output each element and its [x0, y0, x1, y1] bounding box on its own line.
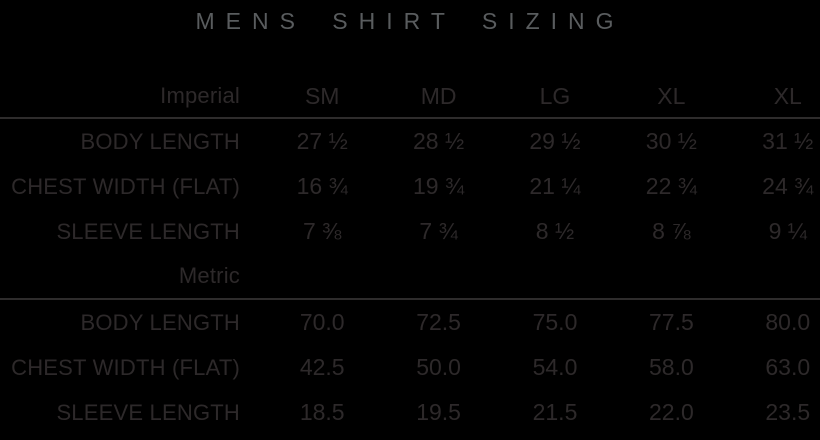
cell-value: 63.0: [765, 354, 811, 380]
cell-value: 75.0: [532, 309, 578, 335]
cell-value: 70.0: [299, 309, 345, 335]
cell-value: 42.5: [299, 354, 345, 380]
cell-value: 21 ¼: [529, 173, 581, 199]
metric-header-row: Metric: [0, 254, 820, 300]
cell-value: 16 ¾: [296, 173, 348, 199]
size-column-xl-2: XL: [773, 82, 802, 109]
cell-value: 22.0: [648, 399, 694, 425]
imperial-header-row: Imperial SM MD LG XL XL: [0, 75, 820, 119]
cell-value: 27 ½: [296, 128, 348, 154]
size-column-xl: XL: [657, 82, 686, 109]
unit-label-metric: Metric: [178, 263, 240, 288]
row-label: BODY LENGTH: [80, 128, 240, 154]
size-column-sm: SM: [304, 82, 340, 109]
table-row-imperial-sleeve-length: SLEEVE LENGTH 7 ⅜ 7 ¾ 8 ½ 8 ⅞ 9 ¼: [0, 209, 820, 254]
cell-value: 58.0: [648, 354, 694, 380]
size-column-md: MD: [420, 82, 457, 109]
cell-value: 8 ½: [535, 218, 575, 244]
row-label: SLEEVE LENGTH: [56, 399, 240, 425]
table-row-imperial-chest-width: CHEST WIDTH (FLAT) 16 ¾ 19 ¾ 21 ¼ 22 ¾ 2…: [0, 164, 820, 209]
cell-value: 54.0: [532, 354, 578, 380]
cell-value: 28 ½: [413, 128, 465, 154]
cell-value: 30 ½: [645, 128, 697, 154]
row-label: CHEST WIDTH (FLAT): [11, 173, 240, 199]
cell-value: 19.5: [416, 399, 461, 425]
cell-value: 21.5: [532, 399, 578, 425]
table-row-metric-sleeve-length: SLEEVE LENGTH 18.5 19.5 21.5 22.0 23.5: [0, 390, 820, 435]
cell-value: 24 ¾: [762, 173, 814, 199]
sizing-table: Imperial SM MD LG XL XL BODY LENGTH 27 ½…: [0, 75, 820, 435]
cell-value: 72.5: [416, 309, 461, 335]
unit-label-imperial: Imperial: [160, 83, 240, 108]
cell-value: 7 ⅜: [303, 218, 342, 244]
cell-value: 9 ¼: [768, 218, 807, 244]
page-title: MENS SHIRT SIZING: [195, 8, 625, 34]
cell-value: 19 ¾: [413, 173, 465, 199]
row-label: CHEST WIDTH (FLAT): [11, 354, 240, 380]
cell-value: 50.0: [416, 354, 461, 380]
cell-value: 18.5: [299, 399, 345, 425]
table-row-metric-chest-width: CHEST WIDTH (FLAT) 42.5 50.0 54.0 58.0 6…: [0, 345, 820, 390]
cell-value: 31 ½: [762, 128, 814, 154]
size-column-lg: LG: [539, 82, 571, 109]
cell-value: 8 ⅞: [652, 218, 691, 244]
cell-value: 22 ¾: [645, 173, 697, 199]
row-label: SLEEVE LENGTH: [56, 218, 240, 244]
table-row-metric-body-length: BODY LENGTH 70.0 72.5 75.0 77.5 80.0: [0, 300, 820, 345]
row-label: BODY LENGTH: [80, 309, 240, 335]
table-row-imperial-body-length: BODY LENGTH 27 ½ 28 ½ 29 ½ 30 ½ 31 ½: [0, 119, 820, 164]
cell-value: 80.0: [765, 309, 811, 335]
cell-value: 23.5: [765, 399, 811, 425]
cell-value: 7 ¾: [419, 218, 458, 244]
mens-shirt-sizing-page: MENS SHIRT SIZING Imperial SM MD LG XL X…: [0, 8, 820, 435]
cell-value: 77.5: [648, 309, 694, 335]
cell-value: 29 ½: [529, 128, 581, 154]
